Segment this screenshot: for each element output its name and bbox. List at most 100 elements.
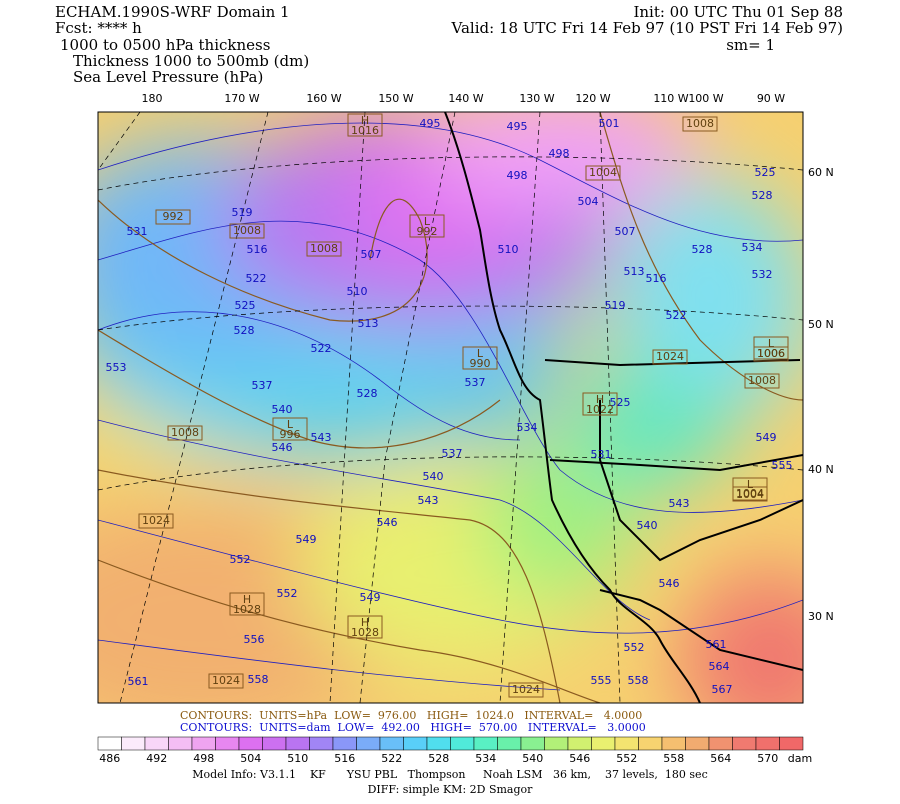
- pressure-center-symbol: L: [424, 215, 431, 228]
- colorbar-swatch: [779, 736, 804, 751]
- thickness-contour-label: 525: [235, 299, 256, 312]
- thickness-contour-label: 537: [465, 376, 486, 389]
- thickness-contour-label: 498: [507, 169, 528, 182]
- thickness-contour-label: 556: [244, 633, 265, 646]
- isobar-label: 1008: [686, 117, 714, 130]
- thickness-contour-label: 552: [230, 553, 251, 566]
- pressure-center-symbol: L: [747, 478, 754, 491]
- longitude-label: 130 W: [519, 92, 554, 105]
- thickness-contour-label: 531: [127, 225, 148, 238]
- thickness-contour-label: 522: [246, 272, 267, 285]
- pressure-center-symbol: L: [768, 337, 775, 350]
- colorbar-swatch: [238, 736, 263, 751]
- pressure-center-value: 996: [280, 428, 301, 441]
- header-left-line: Thickness 1000 to 500mb (dm): [73, 52, 309, 70]
- thickness-contour-label: 561: [128, 675, 149, 688]
- isobar-label-box: [138, 513, 174, 529]
- isobar-label: 1024: [212, 674, 240, 687]
- colorbar-label: 546: [569, 752, 590, 765]
- isobar-label-box: [585, 165, 621, 181]
- colorbar-swatch: [544, 736, 569, 751]
- thickness-contour-label: 549: [296, 533, 317, 546]
- pressure-center-box: [753, 336, 789, 360]
- colorbar-swatch: [332, 736, 357, 751]
- colorbar-label: 534: [475, 752, 496, 765]
- isobar-label: 1024: [142, 514, 170, 527]
- thickness-contour-label: 504: [578, 195, 599, 208]
- thickness-contour-label: 528: [357, 387, 378, 400]
- isobar-label-box: [229, 223, 265, 239]
- colorbar-label: 498: [193, 752, 214, 765]
- pressure-center-value: 1028: [351, 626, 379, 639]
- colorbar-swatch: [638, 736, 663, 751]
- contour-info-hpa: CONTOURS: UNITS=hPa LOW= 976.00 HIGH= 10…: [180, 709, 642, 722]
- thickness-contour-label: 510: [498, 243, 519, 256]
- colorbar-swatch: [403, 736, 428, 751]
- pressure-center-box: [229, 592, 265, 616]
- pressure-center-value: 1028: [233, 603, 261, 616]
- colorbar-swatch: [450, 736, 475, 751]
- colorbar-label: 486: [99, 752, 120, 765]
- thickness-contour-label: 543: [669, 497, 690, 510]
- colorbar-label: 570: [757, 752, 778, 765]
- thickness-contour-label: 532: [752, 268, 773, 281]
- longitude-label: 110 W: [653, 92, 688, 105]
- thickness-contour-label: 537: [252, 379, 273, 392]
- thickness-contour-label: 537: [442, 447, 463, 460]
- thickness-contour-label: 561: [706, 638, 727, 651]
- model-info: DIFF: simple KM: 2D Smagor: [368, 783, 534, 796]
- isobar-label: 1008: [748, 374, 776, 387]
- contour-info-dam: CONTOURS: UNITS=dam LOW= 492.00 HIGH= 57…: [180, 721, 646, 734]
- thickness-contour-label: 522: [311, 342, 332, 355]
- header-right-line: Init: 00 UTC Thu 01 Sep 88: [633, 3, 843, 21]
- thickness-contour-label: 540: [423, 470, 444, 483]
- longitude-label: 150 W: [378, 92, 413, 105]
- thickness-contour-label: 553: [106, 361, 127, 374]
- colorbar-swatch: [520, 736, 545, 751]
- colorbar-label: 492: [146, 752, 167, 765]
- pressure-center-box: [462, 346, 498, 370]
- thickness-contour-label: 564: [709, 660, 730, 673]
- pressure-center-box: [347, 113, 383, 137]
- pressure-center-value: 1004: [736, 488, 764, 501]
- pressure-center-value: 1022: [586, 403, 614, 416]
- pressure-center-box: [347, 615, 383, 639]
- longitude-label: 160 W: [306, 92, 341, 105]
- colorbar-label: 510: [287, 752, 308, 765]
- colorbar-swatch: [121, 736, 146, 751]
- thickness-contour-label: 546: [272, 441, 293, 454]
- isobar-label: 1004: [736, 487, 764, 500]
- longitude-label: 100 W: [688, 92, 723, 105]
- thickness-contour-label: 498: [549, 147, 570, 160]
- pressure-center-value: 990: [470, 357, 491, 370]
- thickness-contour-label: 513: [624, 265, 645, 278]
- isobar-label: 1024: [656, 350, 684, 363]
- isobar-label-box: [682, 116, 718, 132]
- isobar-label-box: [652, 349, 688, 365]
- isobar-label-box: [155, 209, 191, 225]
- colorbar-label: 552: [616, 752, 637, 765]
- thickness-contour-label: 549: [360, 591, 381, 604]
- colorbar-swatch: [144, 736, 169, 751]
- colorbar-swatch: [97, 736, 122, 751]
- thickness-contour-label: 519: [605, 299, 626, 312]
- colorbar-swatch: [708, 736, 733, 751]
- isobar-label: 1004: [589, 166, 617, 179]
- latitude-label: 60 N: [808, 166, 834, 179]
- thickness-contour-label: 528: [692, 243, 713, 256]
- thickness-contour-label: 516: [646, 272, 667, 285]
- pressure-center-symbol: L: [287, 418, 294, 431]
- header-right-line: sm= 1: [726, 36, 775, 54]
- isobar-label-box: [167, 425, 203, 441]
- pressure-center-symbol: H: [596, 393, 604, 406]
- latitude-label: 50 N: [808, 318, 834, 331]
- pressure-center-value: 992: [417, 225, 438, 238]
- isobar-label: 1008: [310, 242, 338, 255]
- thickness-contour-label: 525: [610, 396, 631, 409]
- thickness-contour-label: 516: [247, 243, 268, 256]
- colorbar-swatch: [426, 736, 451, 751]
- pressure-center-symbol: H: [361, 114, 369, 127]
- colorbar-swatch: [309, 736, 334, 751]
- thickness-contour-label: 540: [272, 403, 293, 416]
